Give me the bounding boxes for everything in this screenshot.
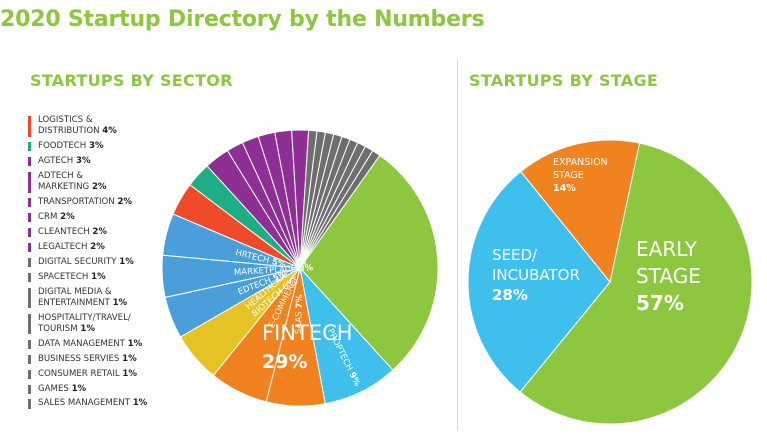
- legend-swatch: [28, 198, 31, 208]
- legend-item-digital-media-entertainment: DIGITAL MEDIA & ENTERTAINMENT 1%: [28, 287, 178, 310]
- slice-label-marketplace: MARKETPLACE 5%: [234, 263, 314, 278]
- legend-swatch: [28, 313, 31, 335]
- slice-value-fintech: 29%: [262, 351, 307, 373]
- stage-pie-chart: EARLY STAGE 57% SEED/INCUBATOR 28% EXPANSION S…: [467, 139, 753, 425]
- legend-label: DATA MANAGEMENT: [38, 338, 128, 349]
- slice-label-saas: SAAS 7%: [293, 294, 304, 335]
- legend-swatch: [28, 142, 31, 152]
- legend-item-transportation: TRANSPORTATION 2%: [28, 197, 178, 208]
- legend-item-cleantech: CLEANTECH 2%: [28, 227, 178, 238]
- slice-label-seed-incubator: SEED/INCUBATOR 28%: [492, 246, 580, 304]
- legend-label: FOODTECH: [38, 141, 89, 152]
- legend-swatch: [28, 354, 31, 365]
- section-divider: [457, 60, 458, 430]
- legend-value: 2%: [90, 241, 105, 252]
- legend-value: 2%: [91, 182, 107, 193]
- legend-label: CONSUMER RETAIL: [38, 368, 123, 379]
- legend-label: GAMES: [38, 383, 72, 394]
- legend-item-data-management: DATA MANAGEMENT 1%: [28, 339, 178, 350]
- legend-swatch: [28, 157, 31, 167]
- slice-label-fintech: FINTECH: [262, 321, 353, 345]
- slice-expansion-stage: [520, 139, 641, 284]
- legend-swatch: [28, 257, 31, 268]
- legend-item-business-servies: BUSINESS SERVIES 1%: [28, 354, 178, 365]
- legend-value: 3%: [88, 141, 104, 152]
- slice-seed-incubator: [467, 170, 611, 393]
- legend-swatch: [28, 227, 31, 238]
- legend-item-games: GAMES 1%: [28, 384, 178, 395]
- slice-early-stage: [519, 142, 753, 425]
- slice-fintech: [299, 154, 439, 371]
- legend-item-agtech: AGTECH 3%: [28, 156, 178, 167]
- legend-value: 1%: [91, 271, 106, 282]
- legend-swatch: [28, 369, 31, 379]
- legend-label: HOSPITALITY/TRAVEL/TOURISM: [38, 312, 131, 334]
- legend-item-foodtech: FOODTECH 3%: [28, 141, 178, 152]
- slice-hrtech: [162, 213, 301, 269]
- legend-value: 2%: [117, 197, 133, 208]
- legend-item-digital-security: DIGITAL SECURITY 1%: [28, 257, 178, 268]
- legend-item-legaltech: LEGALTECH 2%: [28, 242, 178, 253]
- legend-value: 3%: [75, 156, 91, 167]
- legend-swatch: [28, 384, 31, 394]
- slice-label-expansion-stage: EXPANSION STAGE 14%: [553, 157, 608, 194]
- legend-label: ADTECH & MARKETING: [38, 170, 92, 193]
- legend-swatch: [28, 116, 31, 137]
- legend-label: BUSINESS SERVIES: [38, 353, 123, 364]
- legend-label: AGTECH: [38, 156, 76, 167]
- legend-swatch: [28, 339, 31, 350]
- legend-swatch: [28, 171, 31, 193]
- legend-value: 2%: [60, 212, 75, 223]
- legend-item-consumer-retail: CONSUMER RETAIL 1%: [28, 369, 178, 380]
- legend-value: 1%: [119, 256, 134, 267]
- legend-label: LOGISTICS & DISTRIBUTION: [38, 115, 103, 137]
- slice-label-early-stage: EARLY STAGE 57%: [636, 237, 701, 315]
- legend-value: 1%: [112, 297, 128, 308]
- legend-value: 1%: [71, 383, 87, 394]
- sector-legend: LOGISTICS & DISTRIBUTION 4% FOODTECH 3% AGT…: [28, 115, 178, 413]
- legend-swatch: [28, 272, 31, 282]
- legend-value: 1%: [122, 368, 137, 379]
- legend-item-sales-management: SALES MANAGEMENT 1%: [28, 398, 178, 409]
- legend-value: 1%: [132, 398, 148, 409]
- sector-chart-title: STARTUPS BY SECTOR: [30, 71, 233, 90]
- stage-chart-title: STARTUPS BY STAGE: [469, 71, 659, 90]
- legend-label: LEGALTECH: [38, 241, 91, 252]
- legend-item-logistics-distribution: LOGISTICS & DISTRIBUTION 4%: [28, 115, 178, 138]
- legend-label: CRM: [38, 212, 61, 223]
- legend-item-crm: CRM 2%: [28, 212, 178, 223]
- legend-label: SPACETECH: [38, 271, 92, 282]
- legend-swatch: [28, 399, 31, 409]
- legend-value: 2%: [92, 226, 107, 237]
- legend-swatch: [28, 242, 31, 253]
- legend-value: 1%: [127, 338, 143, 349]
- legend-label: DIGITAL SECURITY: [38, 256, 120, 267]
- page-title: 2020 Startup Directory by the Numbers: [0, 7, 485, 32]
- legend-swatch: [28, 213, 31, 223]
- legend-value: 1%: [80, 323, 96, 334]
- legend-value: 4%: [102, 126, 117, 137]
- legend-label: DIGITAL MEDIA & ENTERTAINMENT: [38, 286, 113, 308]
- legend-label: SALES MANAGEMENT: [38, 398, 133, 409]
- legend-label: CLEANTECH: [38, 226, 93, 237]
- legend-value: 1%: [122, 353, 137, 364]
- legend-item-hospitality-travel-tourism: HOSPITALITY/TRAVEL/TOURISM 1%: [28, 313, 178, 336]
- legend-item-spacetech: SPACETECH 1%: [28, 272, 178, 283]
- legend-label: TRANSPORTATION: [38, 197, 118, 208]
- legend-item-adtech-marketing: ADTECH & MARKETING 2%: [28, 171, 178, 194]
- legend-swatch: [28, 287, 31, 309]
